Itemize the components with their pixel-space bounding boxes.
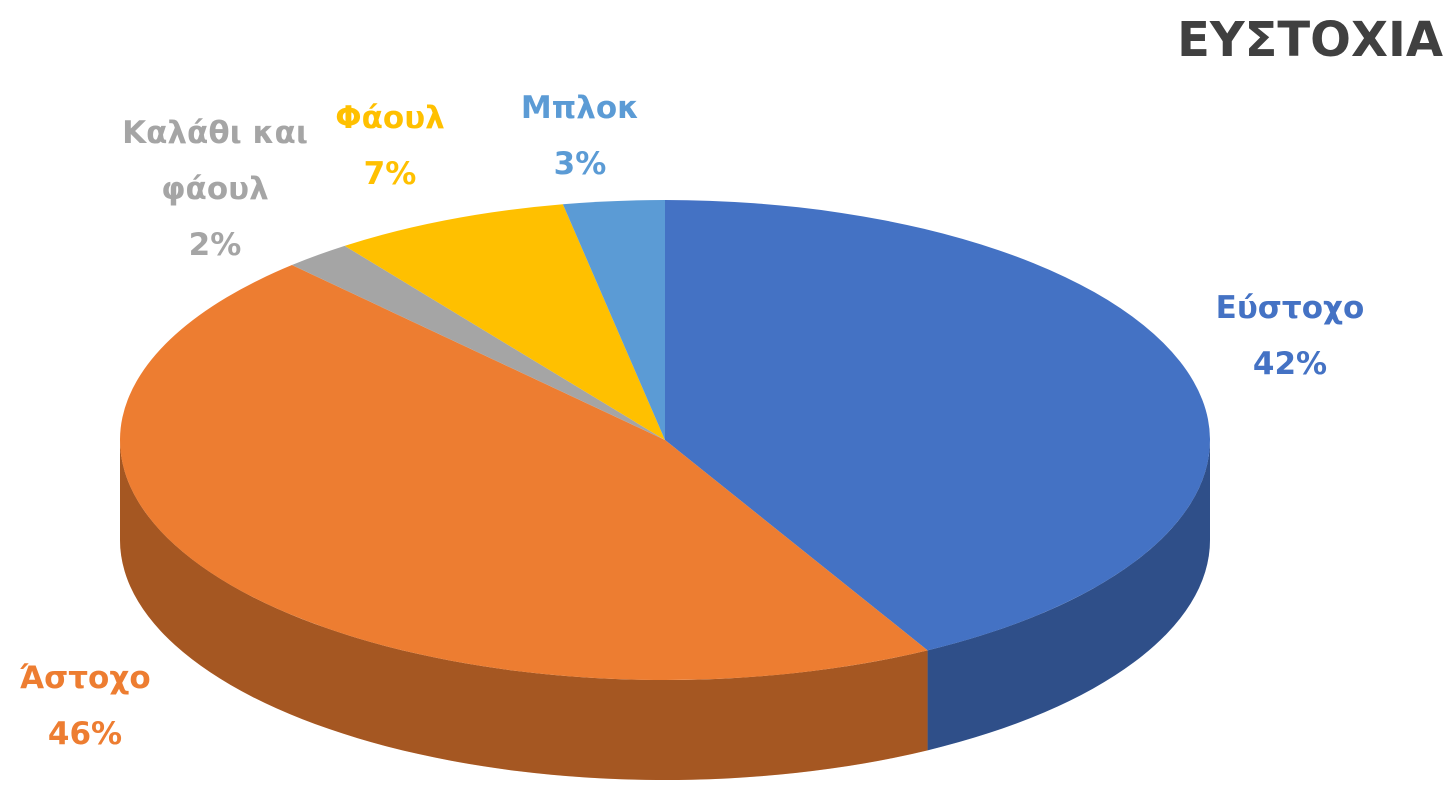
pie-side-shade [120, 440, 928, 780]
chart-title: ΕΥΣΤΟΧΙΑ [1177, 12, 1443, 68]
pie-side-shade [927, 440, 1210, 751]
pie-slice [119, 265, 928, 681]
pie-slice [665, 200, 1210, 651]
value-label: 7% [363, 156, 417, 192]
category-label: Φάουλ [335, 100, 445, 136]
category-label: Άστοχο [19, 660, 151, 696]
pie-slice [344, 204, 665, 440]
data-label: Άστοχο 46% [19, 650, 150, 762]
value-label: 46% [47, 716, 123, 752]
data-label: Καλάθι και φάουλ 2% [100, 105, 330, 273]
pie-slice [562, 200, 665, 440]
value-label: 3% [553, 146, 607, 182]
category-label: Μπλοκ [520, 90, 640, 126]
data-label: Φάουλ 7% [335, 90, 445, 202]
data-label: Μπλοκ 3% [521, 80, 639, 192]
value-label: 2% [188, 227, 242, 263]
pie-side [120, 440, 928, 780]
pie-slice [291, 245, 665, 440]
data-label: Εύστοχο 42% [1216, 280, 1365, 392]
category-label: Εύστοχο [1215, 290, 1365, 326]
value-label: 42% [1252, 346, 1328, 382]
category-label: Καλάθι και φάουλ [122, 115, 308, 207]
pie-side [927, 440, 1210, 751]
